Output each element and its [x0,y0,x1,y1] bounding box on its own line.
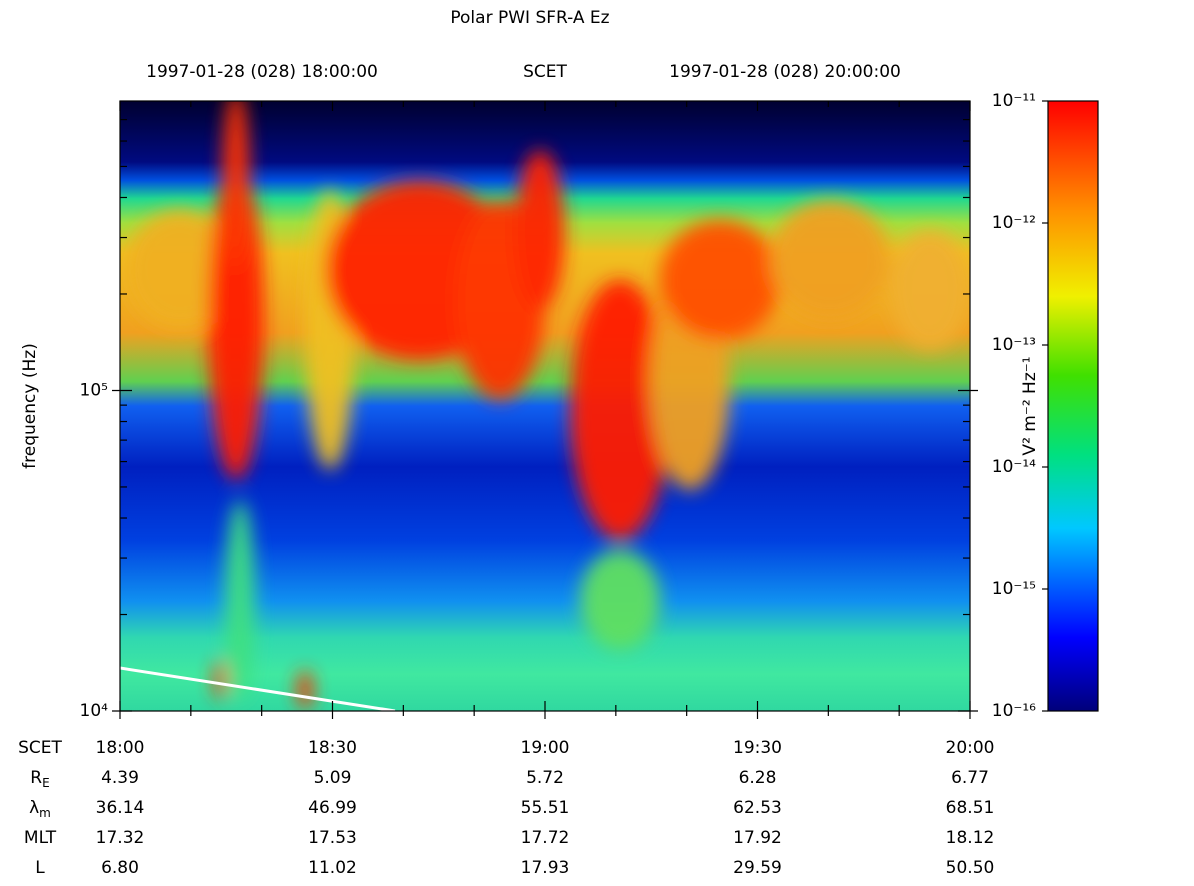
x-tick-label: 18:00 [96,738,145,758]
top-label: 1997-01-28 (028) 20:00:00 [669,62,901,82]
colorbar-tick-label: 10⁻¹² [992,213,1036,233]
ephemeris-value: 6.80 [101,858,139,878]
row-name-sub: m [39,806,51,820]
ephemeris-value: 29.59 [733,858,782,878]
ephemeris-value: 5.72 [526,768,564,788]
y-tick-label: 10⁴ [80,701,109,721]
x-tick-label: 19:30 [733,738,782,758]
colorbar-tick-label: 10⁻¹⁶ [992,701,1036,721]
row-name-main: λ [29,798,39,818]
top-label: 1997-01-28 (028) 18:00:00 [146,62,378,82]
row-name: L [35,858,45,878]
ephemeris-value: 36.14 [96,798,145,818]
x-tick-label: 18:30 [308,738,357,758]
colorbar [1047,100,1099,712]
colorbar-tick-label: 10⁻¹⁴ [992,457,1036,477]
colorbar-tick-label: 10⁻¹¹ [992,91,1036,111]
ephemeris-value: 11.02 [308,858,357,878]
ephemeris-value: 17.53 [308,828,357,848]
colorbar-tick-label: 10⁻¹⁵ [992,579,1036,599]
top-label: SCET [523,62,567,82]
row-name: MLT [24,828,57,848]
ephemeris-value: 17.92 [733,828,782,848]
colorbar-label: V² m⁻² Hz⁻¹ [1020,356,1040,455]
ephemeris-value: 17.93 [521,858,570,878]
spectrogram-image [120,101,970,711]
x-tick-label: 19:00 [521,738,570,758]
ephemeris-value: 4.39 [101,768,139,788]
ephemeris-value: 68.51 [946,798,995,818]
x-tick-label: 20:00 [946,738,995,758]
ephemeris-value: 62.53 [733,798,782,818]
chart-title: Polar PWI SFR-A Ez [450,8,609,28]
colorbar-tick-label: 10⁻¹³ [992,335,1036,355]
row-name: λm [29,798,51,820]
ephemeris-value: 18.12 [946,828,995,848]
y-axis-label: frequency (Hz) [20,343,40,469]
ephemeris-value: 17.72 [521,828,570,848]
y-tick-label: 10⁵ [80,380,108,400]
ephemeris-value: 6.77 [951,768,989,788]
ephemeris-value: 55.51 [521,798,570,818]
row-name-main: R [30,768,42,788]
row-header: SCET [18,738,62,758]
ephemeris-value: 17.32 [96,828,145,848]
row-name-main: MLT [24,828,57,848]
ephemeris-value: 50.50 [946,858,995,878]
ephemeris-value: 5.09 [314,768,352,788]
row-name-sub: E [42,776,50,790]
row-name: RE [30,768,49,790]
ephemeris-value: 46.99 [308,798,357,818]
ephemeris-value: 6.28 [739,768,777,788]
row-name-main: L [35,858,45,878]
